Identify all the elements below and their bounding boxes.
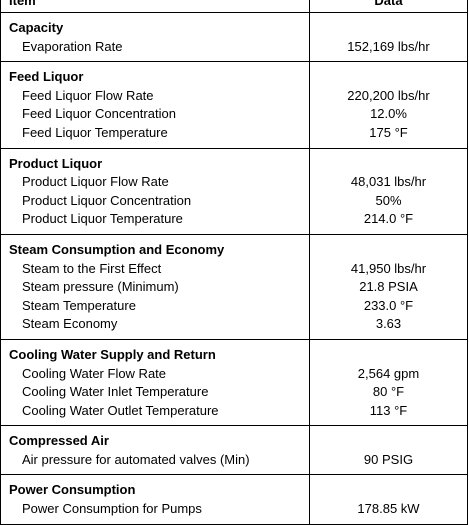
table-row: Steam Temperature 233.0 °F [0, 296, 468, 316]
table-row: Cooling Water Inlet Temperature 80 °F [0, 383, 468, 402]
row-value: 48,031 lbs/hr [309, 173, 468, 192]
section-title-blank-cell [309, 338, 468, 365]
row-label: Cooling Water Flow Rate [0, 364, 310, 384]
table-row: Steam Economy 3.63 [0, 315, 468, 334]
section-title-row: Compressed Air [0, 425, 468, 451]
row-label: Steam to the First Effect [0, 259, 310, 279]
table-row: Feed Liquor Temperature 175 °F [0, 123, 468, 143]
section-title-row: Power Consumption [0, 474, 468, 501]
section-title-row: Capacity [0, 11, 468, 38]
section-title-blank-cell [309, 61, 468, 87]
table-header-row: Item Data [0, 0, 468, 13]
row-label: Product Liquor Temperature [0, 210, 310, 229]
table-row: Cooling Water Outlet Temperature 113 °F [0, 401, 468, 421]
row-value: 21.8 PSIA [309, 278, 468, 297]
table-row: Product Liquor Temperature 214.0 °F [0, 210, 468, 229]
table-row: Air pressure for automated valves (Min) 9… [0, 450, 468, 470]
spacer-cell [309, 518, 468, 525]
row-label: Air pressure for automated valves (Min) [0, 450, 310, 470]
row-label: Cooling Water Outlet Temperature [0, 401, 310, 421]
section-title-blank-cell [309, 474, 468, 501]
section-title: Power Consumption [0, 474, 310, 501]
section-title-row: Feed Liquor [0, 61, 468, 87]
table-row: Steam to the First Effect 41,950 lbs/hr [0, 259, 468, 279]
spacer-cell [0, 518, 310, 525]
section-title: Compressed Air [0, 425, 310, 451]
row-label: Power Consumption for Pumps [0, 500, 310, 519]
section-title: Feed Liquor [0, 61, 310, 87]
table-row: Feed Liquor Concentration 12.0% [0, 105, 468, 124]
row-value: 152,169 lbs/hr [309, 37, 468, 57]
row-label: Feed Liquor Flow Rate [0, 86, 310, 106]
table-row: Product Liquor Concentration 50% [0, 191, 468, 211]
row-label: Steam pressure (Minimum) [0, 278, 310, 297]
data-column-header: Data [309, 0, 468, 13]
row-value: 2,564 gpm [309, 364, 468, 384]
row-value: 90 PSIG [309, 450, 468, 470]
table-row: Steam pressure (Minimum) 21.8 PSIA [0, 278, 468, 297]
section-title-row: Steam Consumption and Economy [0, 233, 468, 260]
table-row: Evaporation Rate 152,169 lbs/hr [0, 37, 468, 57]
section-title: Capacity [0, 11, 310, 38]
row-value: 41,950 lbs/hr [309, 259, 468, 279]
row-value: 50% [309, 191, 468, 211]
row-value: 80 °F [309, 383, 468, 402]
row-value: 178.85 kW [309, 500, 468, 519]
row-label: Steam Economy [0, 315, 310, 334]
row-label: Evaporation Rate [0, 37, 310, 57]
section-title-row: Cooling Water Supply and Return [0, 338, 468, 365]
row-value: 175 °F [309, 123, 468, 143]
section-title: Cooling Water Supply and Return [0, 338, 310, 365]
row-label: Steam Temperature [0, 296, 310, 316]
table-row: Power Consumption for Pumps 178.85 kW [0, 500, 468, 519]
row-value: 113 °F [309, 401, 468, 421]
section-title-blank-cell [309, 147, 468, 174]
section-title-blank-cell [309, 11, 468, 38]
section-title: Steam Consumption and Economy [0, 233, 310, 260]
row-value: 220,200 lbs/hr [309, 86, 468, 106]
row-value: 12.0% [309, 105, 468, 124]
item-column-header: Item [0, 0, 310, 13]
section-title-blank-cell [309, 425, 468, 451]
row-label: Product Liquor Flow Rate [0, 173, 310, 192]
section-title: Product Liquor [0, 147, 310, 174]
row-value: 214.0 °F [309, 210, 468, 229]
table-row: Feed Liquor Flow Rate 220,200 lbs/hr [0, 86, 468, 106]
table-row: Cooling Water Flow Rate 2,564 gpm [0, 364, 468, 384]
section-title-row: Product Liquor [0, 147, 468, 174]
section-title-blank-cell [309, 233, 468, 260]
row-label: Product Liquor Concentration [0, 191, 310, 211]
row-label: Cooling Water Inlet Temperature [0, 383, 310, 402]
row-value: 233.0 °F [309, 296, 468, 316]
row-label: Feed Liquor Temperature [0, 123, 310, 143]
row-label: Feed Liquor Concentration [0, 105, 310, 124]
table-row: Product Liquor Flow Rate 48,031 lbs/hr [0, 173, 468, 192]
section-end-spacer [0, 518, 468, 525]
row-value: 3.63 [309, 315, 468, 334]
